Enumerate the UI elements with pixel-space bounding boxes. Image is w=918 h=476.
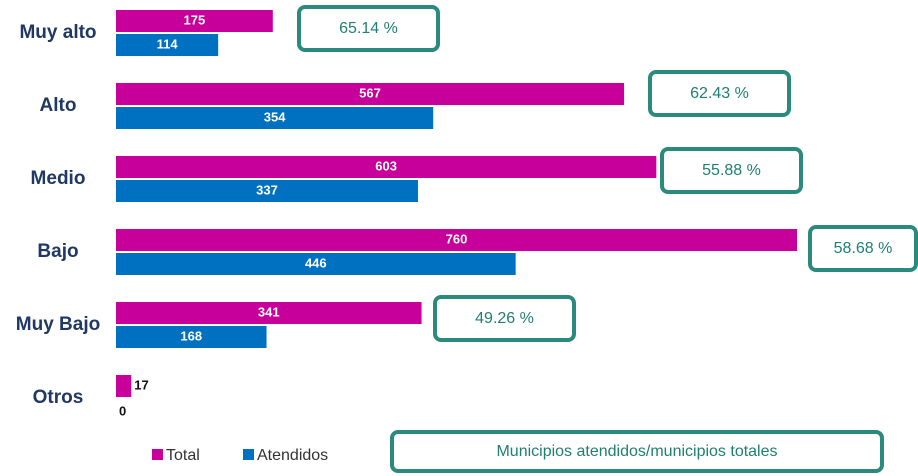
bar <box>116 10 273 32</box>
ratio-box: 62.43 % <box>648 70 791 117</box>
value-label: 446 <box>305 255 327 270</box>
bar <box>116 34 219 56</box>
category-label: Bajo <box>37 241 79 262</box>
value-label: 337 <box>256 182 278 197</box>
legend-swatch <box>243 449 254 460</box>
category-label: Medio <box>30 168 86 189</box>
category-label: Alto <box>39 95 77 116</box>
value-label: 760 <box>446 231 468 246</box>
ratio-box: 65.14 % <box>297 5 440 52</box>
value-label: 114 <box>157 36 179 51</box>
value-label: 0 <box>119 403 126 418</box>
bar <box>116 156 657 178</box>
legend-label: Total <box>166 447 200 464</box>
value-label: 341 <box>258 304 280 319</box>
bar <box>116 253 516 275</box>
note-box: Municipios atendidos/municipios totales <box>390 430 884 473</box>
category-label: Muy alto <box>19 22 97 43</box>
value-label: 175 <box>184 12 206 27</box>
ratio-box: 55.88 % <box>660 147 803 194</box>
bar <box>116 229 797 251</box>
value-label: 17 <box>134 377 148 392</box>
bar <box>116 180 418 202</box>
bar <box>116 375 132 397</box>
legend-label: Atendidos <box>257 447 328 464</box>
value-label: 603 <box>375 158 397 173</box>
value-label: 567 <box>359 85 381 100</box>
bar <box>116 107 434 129</box>
value-label: 354 <box>264 109 286 124</box>
ratio-box: 58.68 % <box>808 225 918 272</box>
bar <box>116 302 422 324</box>
ratio-box: 49.26 % <box>433 295 576 342</box>
category-label: Otros <box>32 387 84 408</box>
bar <box>116 326 267 348</box>
bar <box>116 83 625 105</box>
value-label: 168 <box>180 328 202 343</box>
legend-swatch <box>152 449 163 460</box>
category-label: Muy Bajo <box>15 314 101 335</box>
